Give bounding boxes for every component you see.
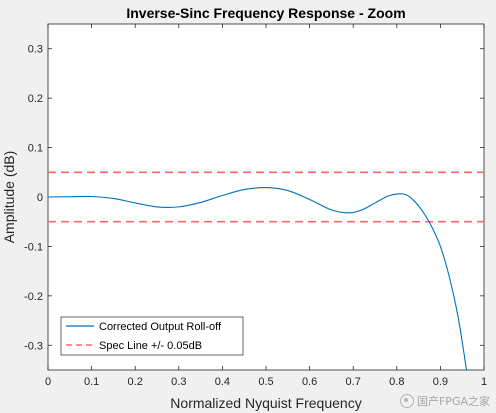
- y-tick-label: 0.2: [28, 93, 43, 105]
- y-tick-label: 0: [37, 192, 43, 204]
- x-tick-label: 0.9: [433, 376, 448, 388]
- legend-label-spec-line: Spec Line +/- 0.05dB: [99, 340, 202, 352]
- legend-label-roll-off: Corrected Output Roll-off: [99, 321, 222, 333]
- y-tick-label: 0.3: [28, 44, 43, 56]
- plot-area: [47, 23, 485, 371]
- roll-off-line: [48, 187, 468, 370]
- x-tick-label: 0.7: [346, 376, 361, 388]
- y-axis-label: Amplitude (dB): [1, 151, 17, 244]
- y-tick-label: -0.1: [24, 241, 43, 253]
- x-tick-label: 0.6: [302, 376, 317, 388]
- x-tick-label: 0.4: [215, 376, 230, 388]
- x-tick-label: 0.1: [84, 376, 99, 388]
- y-tick-label: 0.1: [28, 143, 43, 155]
- x-tick-label: 0.5: [258, 376, 273, 388]
- x-tick-label: 0: [45, 376, 51, 388]
- legend-box: [60, 316, 244, 356]
- series-layer: [48, 171, 484, 370]
- x-tick-label: 0.3: [171, 376, 186, 388]
- y-tick-label: -0.3: [24, 340, 43, 352]
- x-tick-label: 0.2: [128, 376, 143, 388]
- y-tick-label: -0.2: [24, 291, 43, 303]
- x-tick-label: 0.8: [389, 376, 404, 388]
- x-tick-label: 1: [481, 376, 487, 388]
- x-axis-label: Normalized Nyquist Frequency: [170, 395, 361, 411]
- chart-title: Inverse-Sinc Frequency Response - Zoom: [126, 5, 405, 21]
- watermark-text: 国产FPGA之家: [416, 395, 490, 408]
- legend: Corrected Output Roll-off Spec Line +/- …: [60, 316, 244, 356]
- wechat-icon: [399, 394, 414, 408]
- watermark: 国产FPGA之家: [399, 393, 490, 409]
- axis-ticks: 0 0.1 0.2 0.3 0.4 0.5 0.6 0.7 0.8 0.9 1 0.3 0.2 0.1 0 -…: [24, 24, 487, 388]
